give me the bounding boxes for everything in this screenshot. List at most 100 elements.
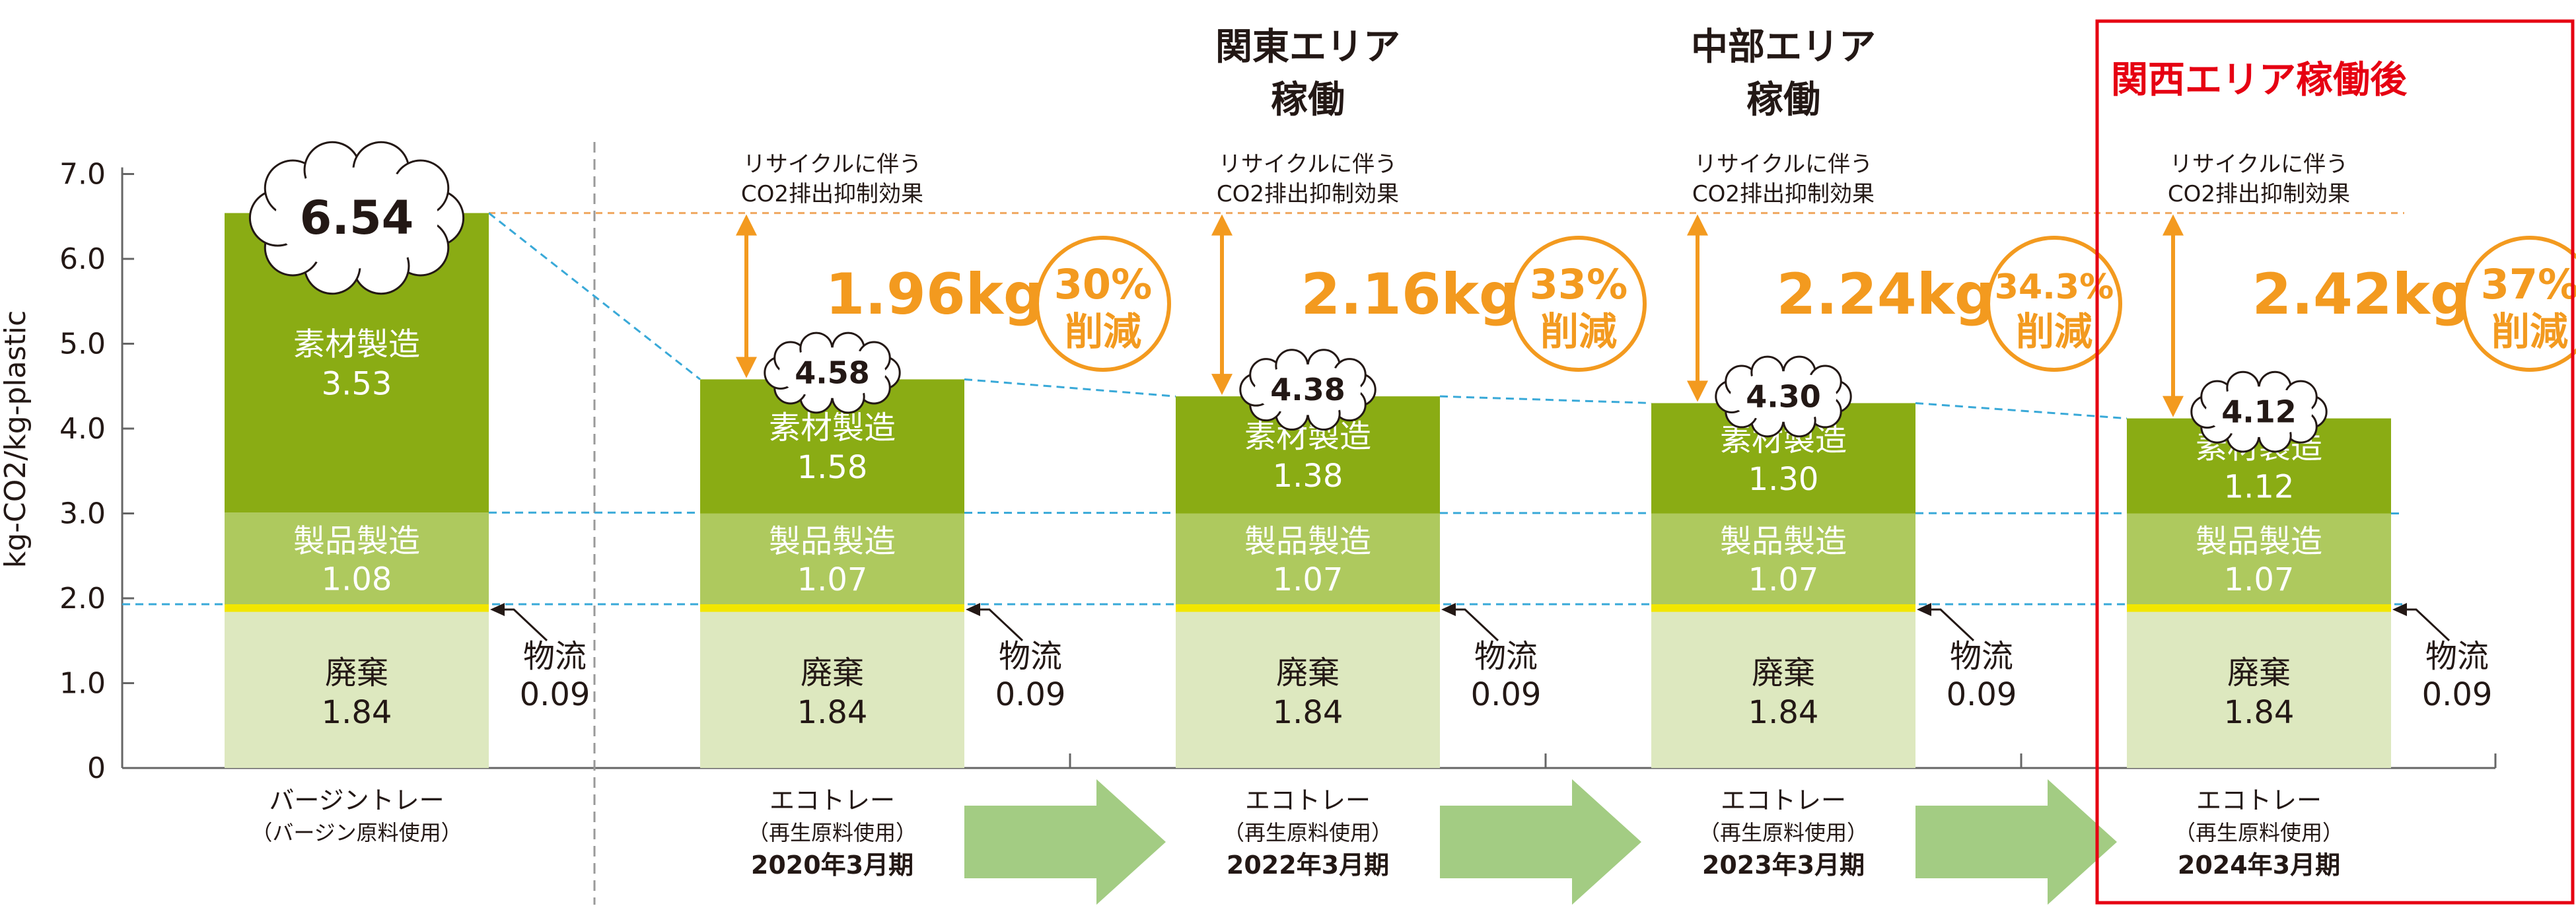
effect-caption-line2: CO2排出抑制効果 [2168, 181, 2350, 207]
product-value-label: 1.07 [1748, 561, 1819, 598]
material-segment-label: 素材製造 [1244, 418, 1371, 455]
disposal-segment-label: 廃棄 [2227, 654, 2291, 691]
product-value-label: 1.07 [2224, 561, 2295, 598]
total-cloud-body [1730, 371, 1837, 422]
reduction-percent-label: 削減 [1065, 309, 1141, 354]
reduction-percent: 34.3% [1995, 267, 2114, 307]
material-segment-label: 素材製造 [293, 326, 420, 363]
logistics-value-label: 0.09 [1947, 676, 2017, 713]
logistics-leader-line [1925, 608, 1975, 642]
reduction-arrowhead-top [736, 214, 757, 236]
disposal-segment-label: 廃棄 [1276, 654, 1340, 691]
product-segment-label: 製品製造 [1244, 523, 1371, 560]
logistics-label: 物流 [2425, 638, 2489, 675]
y-tick-label: 2.0 [59, 582, 106, 615]
reduction-arrowhead-bottom [1687, 380, 1708, 402]
category-label: エコトレー [1245, 786, 1371, 815]
logistics-arrowhead [2392, 602, 2407, 616]
category-label: エコトレー [769, 786, 895, 815]
reduction-percent-circle [2462, 236, 2576, 372]
disposal-value-label: 1.84 [1273, 694, 1343, 731]
reduction-percent-label: 削減 [2016, 309, 2093, 354]
bar-segment-product [225, 512, 489, 604]
reduction-percent: 33% [1530, 260, 1628, 308]
bars-layer: 素材製造3.53製品製造1.08廃棄1.84物流0.096.54バージントレー（… [225, 141, 2493, 880]
total-trend-line [1439, 395, 1652, 404]
total-value-label: 4.58 [795, 355, 870, 390]
category-label: エコトレー [2196, 786, 2322, 815]
effect-caption-line2: CO2排出抑制効果 [1217, 181, 1399, 207]
period-label: 2022年3月期 [1227, 851, 1389, 880]
reduction-arrowhead-top [1687, 214, 1708, 236]
logistics-label: 物流 [999, 638, 1062, 675]
category-sublabel: （再生原料使用） [1223, 820, 1392, 845]
area-heading-line2: 稼働 [1746, 79, 1820, 122]
disposal-segment-label: 廃棄 [1752, 654, 1815, 691]
product-segment-label: 製品製造 [2196, 523, 2322, 560]
material-value-label: 3.53 [322, 365, 392, 402]
logistics-value-label: 0.09 [2422, 676, 2493, 713]
y-tick-label: 7.0 [59, 158, 106, 192]
disposal-value-label: 1.84 [1748, 694, 1819, 731]
reduction-amount: 2.24kg [1777, 262, 1995, 328]
total-trend-line [964, 378, 1176, 398]
highlight-heading: 関西エリア稼働後 [2111, 59, 2408, 102]
total-value-label: 4.38 [1270, 372, 1345, 407]
total-trend-line [488, 212, 701, 380]
reduction-arrowhead-bottom [1211, 374, 1233, 396]
bar-segment-logistics [1651, 604, 1915, 612]
category-sublabel: （再生原料使用） [1699, 820, 1868, 845]
logistics-label: 物流 [1474, 638, 1538, 675]
effect-caption-line1: リサイクルに伴う [1694, 151, 1873, 178]
disposal-value-label: 1.84 [2224, 694, 2295, 731]
product-value-label: 1.07 [797, 561, 868, 598]
bar-segment-product [1651, 513, 1915, 604]
y-tick-label: 1.0 [59, 667, 106, 701]
logistics-leader-line [1449, 608, 1499, 642]
y-tick-label: 6.0 [59, 242, 106, 276]
total-value-label: 6.54 [300, 191, 414, 245]
bar-segment-disposal [1651, 611, 1915, 768]
total-value-label: 4.12 [2221, 394, 2297, 430]
total-trend-line [1915, 402, 2128, 420]
bar-segment-logistics [1176, 604, 1440, 612]
logistics-arrowhead [490, 602, 505, 616]
disposal-value-label: 1.84 [322, 694, 392, 731]
step-arrow [1915, 779, 2117, 905]
bar-segment-product [1176, 513, 1440, 604]
effect-caption-line2: CO2排出抑制効果 [1692, 181, 1875, 207]
material-value-label: 1.12 [2224, 469, 2295, 506]
product-value-label: 1.08 [322, 561, 392, 598]
bar-segment-disposal [225, 611, 489, 768]
period-label: 2024年3月期 [2178, 851, 2340, 880]
reduction-percent-label: 削減 [1540, 309, 1617, 354]
area-heading-line2: 稼働 [1271, 79, 1345, 122]
reduction-arrowhead-bottom [2163, 396, 2184, 417]
logistics-label: 物流 [1950, 638, 2013, 675]
y-axis-label: kg-CO2/kg-plastic [0, 310, 32, 568]
y-tick-label: 3.0 [59, 497, 106, 531]
effect-caption-line1: リサイクルに伴う [743, 151, 921, 178]
category-sublabel: （バージン原料使用） [251, 820, 462, 845]
material-value-label: 1.30 [1748, 461, 1819, 498]
bar-segment-disposal [700, 611, 964, 768]
total-cloud-body [275, 167, 439, 269]
bar-segment-disposal [2127, 611, 2391, 768]
reduction-percent-circle [1511, 236, 1647, 372]
category-label: エコトレー [1721, 786, 1846, 815]
total-cloud-body [2205, 386, 2312, 437]
period-label: 2020年3月期 [751, 851, 913, 880]
logistics-value-label: 0.09 [995, 676, 1066, 713]
category-label: バージントレー [269, 786, 444, 815]
bar-segment-logistics [225, 604, 489, 612]
category-sublabel: （再生原料使用） [2174, 820, 2343, 845]
effect-caption-line1: リサイクルに伴う [1219, 151, 1397, 178]
logistics-arrowhead [966, 602, 980, 616]
reduction-amount: 2.16kg [1301, 262, 1520, 328]
material-segment-label: 素材製造 [769, 409, 896, 446]
product-segment-label: 製品製造 [769, 523, 896, 560]
logistics-label: 物流 [523, 638, 587, 675]
logistics-leader-line [2400, 608, 2451, 642]
bar-segment-disposal [1176, 611, 1440, 768]
effect-caption-line1: リサイクルに伴う [2170, 151, 2348, 178]
